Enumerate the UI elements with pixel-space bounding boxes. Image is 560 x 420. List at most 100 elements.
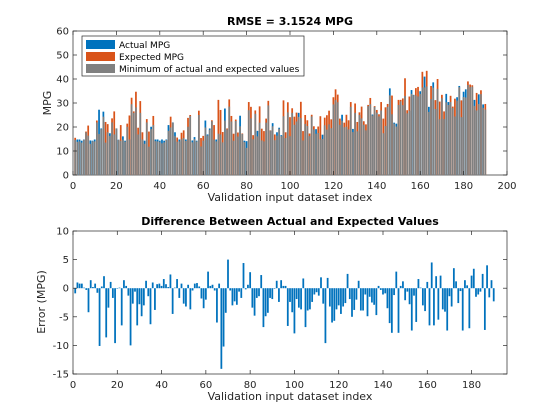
- legend-swatch-expected: [86, 52, 115, 61]
- top-bar-min: [191, 142, 194, 175]
- top-bar-min: [234, 121, 237, 175]
- top-bar-min: [137, 134, 139, 175]
- top-bar-min: [469, 87, 471, 175]
- error-bar: [366, 288, 369, 317]
- legend-box: [81, 35, 305, 77]
- top-bar-min: [178, 141, 181, 175]
- top-bar-min: [117, 139, 120, 175]
- error-bar: [490, 280, 493, 289]
- error-bar: [142, 288, 145, 306]
- error-bar: [249, 272, 252, 289]
- top-bar-min: [321, 139, 324, 175]
- top-bar-min: [276, 135, 278, 175]
- top-bar-min: [451, 107, 454, 175]
- top-bar-min: [425, 86, 428, 175]
- error-bar: [430, 262, 433, 289]
- error-bar: [477, 288, 480, 295]
- chart1-x-tick-label: 40: [155, 380, 168, 391]
- top-bar-min: [113, 134, 116, 175]
- top-x-axis-label: Validation input dataset index: [208, 191, 373, 204]
- error-bar: [147, 288, 150, 297]
- error-bar: [235, 288, 238, 305]
- top-bar-min: [247, 110, 250, 175]
- error-bar: [320, 277, 322, 289]
- top-bar-min: [430, 99, 432, 175]
- error-bar: [238, 288, 240, 292]
- error-bar: [348, 288, 351, 300]
- error-bar: [408, 288, 411, 305]
- error-bar: [433, 288, 435, 326]
- error-bar: [111, 288, 114, 298]
- chart1-y-tick-label: -15: [53, 370, 69, 381]
- top-bar-min: [369, 104, 372, 175]
- error-bar: [393, 288, 395, 296]
- top-y-axis-label: MPG: [41, 91, 54, 116]
- top-bar-min: [378, 116, 380, 175]
- error-bar: [355, 288, 358, 300]
- top-bar-min: [291, 112, 294, 175]
- top-bar-min: [330, 128, 333, 175]
- top-bar-min: [480, 94, 482, 175]
- chart1-x-tick-label: 180: [462, 380, 481, 391]
- error-bar: [105, 288, 108, 338]
- error-bar: [118, 287, 121, 289]
- top-bar-min: [269, 130, 272, 175]
- error-bar: [278, 288, 280, 302]
- error-bar: [328, 288, 331, 307]
- chart1-x-tick-label: 100: [285, 380, 304, 391]
- error-bar: [120, 288, 123, 326]
- error-bar: [441, 288, 444, 310]
- top-bar-min: [375, 112, 378, 175]
- top-bar-min: [169, 127, 172, 175]
- error-bar: [464, 280, 466, 289]
- error-bar: [207, 271, 209, 289]
- error-bar: [204, 288, 207, 300]
- top-bar-min: [91, 141, 94, 175]
- error-bar: [382, 288, 384, 295]
- error-bar: [229, 288, 232, 291]
- chart0-x-tick-label: 160: [411, 181, 430, 192]
- error-bar: [344, 288, 347, 304]
- top-bar-min: [122, 139, 124, 175]
- error-bar: [286, 288, 289, 326]
- error-bar: [129, 288, 132, 346]
- error-bar: [335, 288, 338, 310]
- error-bar: [200, 288, 203, 299]
- top-bar-min: [78, 141, 81, 175]
- top-bar-min: [145, 122, 148, 175]
- error-bar: [169, 274, 172, 289]
- top-bar-min: [332, 104, 335, 175]
- top-bar-min: [176, 141, 179, 175]
- top-bar-min: [373, 106, 376, 175]
- error-bar: [313, 288, 316, 295]
- error-bar: [468, 288, 471, 329]
- error-bar: [461, 288, 464, 331]
- top-bar-min: [187, 126, 189, 175]
- top-bar-min: [308, 136, 311, 175]
- top-bar-min: [221, 142, 224, 175]
- chart1-x-tick-label: 120: [329, 380, 348, 391]
- error-bar: [253, 288, 256, 316]
- top-bar-min: [132, 112, 135, 175]
- top-bar-min: [265, 122, 267, 175]
- chart0-x-tick-label: 120: [324, 181, 343, 192]
- top-bar-min: [323, 125, 326, 175]
- error-bar: [176, 279, 178, 289]
- error-bar: [386, 288, 389, 309]
- error-bar: [116, 288, 119, 289]
- error-bar: [114, 288, 116, 344]
- top-bar-min: [267, 105, 270, 175]
- error-bar: [189, 288, 192, 310]
- top-bar-min: [158, 141, 161, 175]
- top-bar-min: [414, 95, 417, 175]
- error-bar: [260, 275, 263, 289]
- top-bar-min: [161, 143, 163, 175]
- top-bar-min: [206, 135, 209, 175]
- error-bar: [302, 278, 305, 289]
- top-bar-min: [80, 142, 83, 175]
- chart0-x-tick-label: 140: [367, 181, 386, 192]
- chart0-y-tick-label: 60: [56, 27, 69, 38]
- top-bar-min: [224, 120, 226, 175]
- error-bar: [209, 285, 212, 289]
- top-bar-min: [156, 141, 159, 175]
